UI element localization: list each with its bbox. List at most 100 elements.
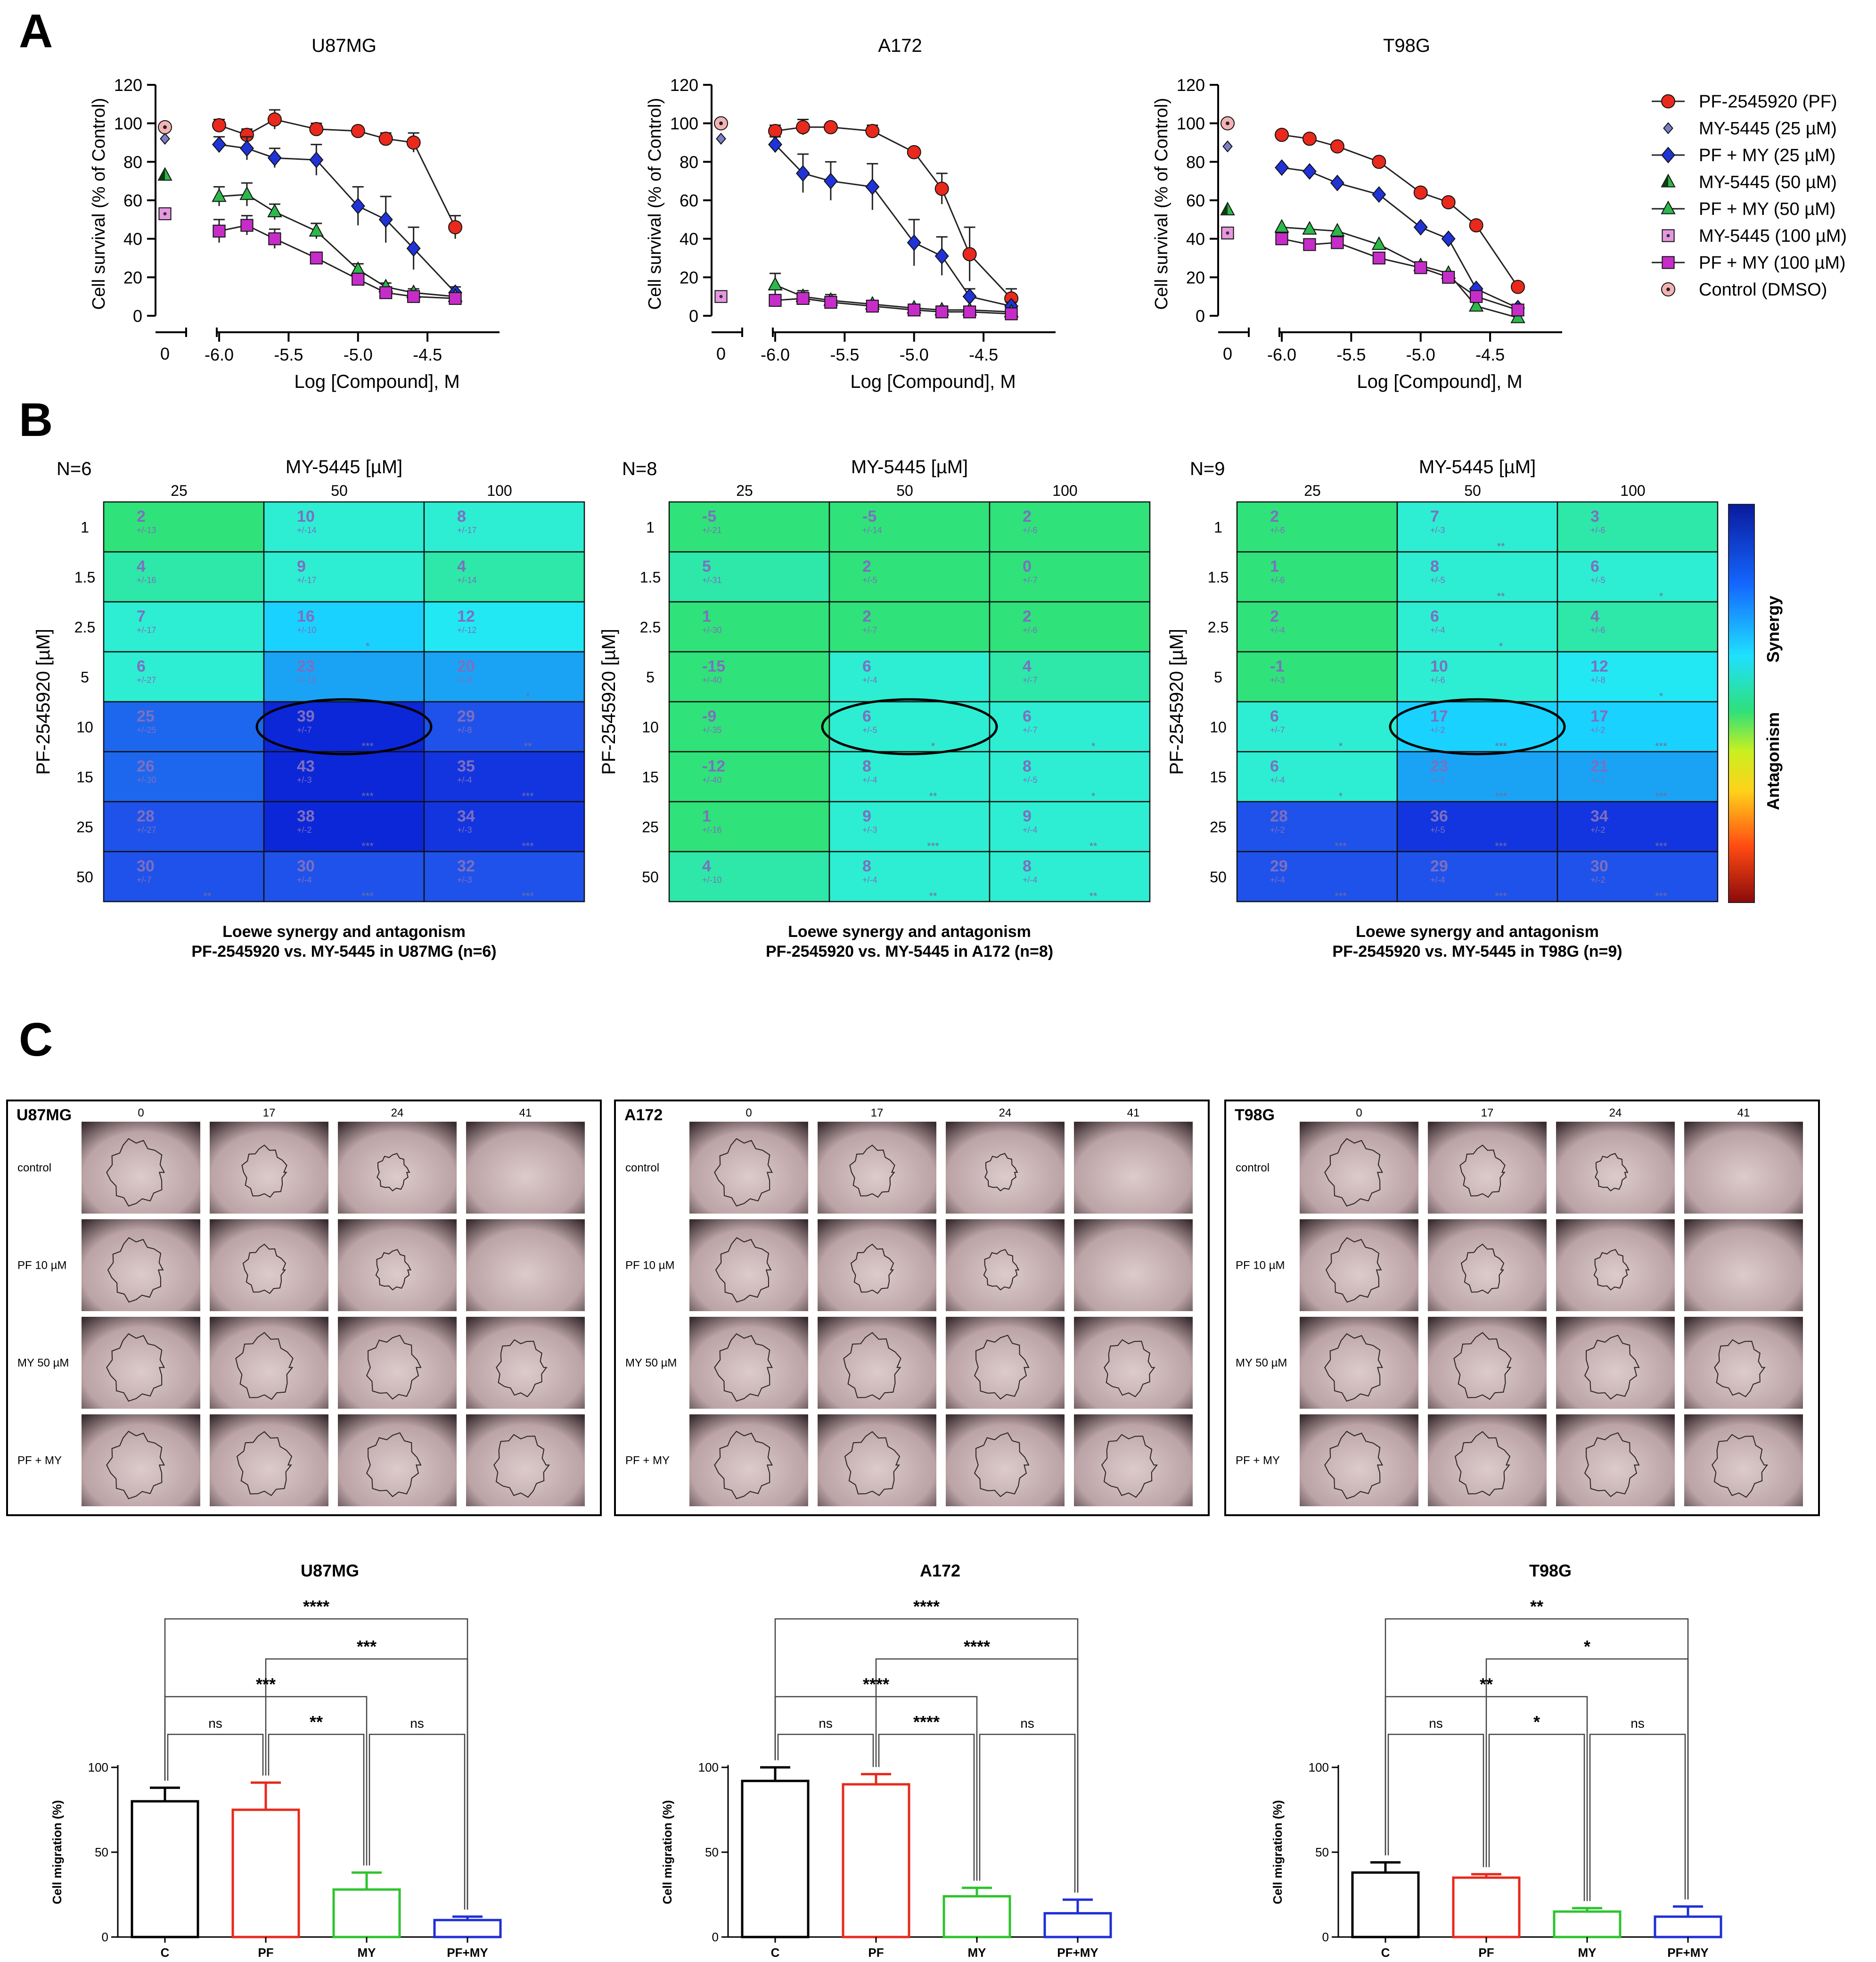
microscopy-image bbox=[1428, 1122, 1547, 1214]
cell-value: 25 bbox=[137, 707, 155, 725]
significance-bracket bbox=[774, 1618, 1079, 1893]
heatmap-x-title: MY-5445 [µM] bbox=[851, 457, 968, 477]
cell-error: +/-5 bbox=[862, 725, 877, 735]
column-label: 100 bbox=[1052, 482, 1077, 499]
migration-bars-u87mg: U87MG 0 50 100 Cell migration (%) C PF MY PF+MY *… bbox=[50, 1561, 502, 1960]
scratch-outline bbox=[850, 1243, 894, 1294]
significance-bracket bbox=[1384, 1618, 1689, 1900]
x-tick-label: PF+MY bbox=[1667, 1946, 1708, 1960]
y-tick-label: 80 bbox=[1186, 152, 1205, 172]
cell-error: +/-6 bbox=[1430, 675, 1445, 685]
bar bbox=[332, 1888, 401, 1938]
cell-value: 4 bbox=[457, 558, 466, 575]
data-point bbox=[213, 224, 226, 238]
timepoint-label: 41 bbox=[519, 1107, 532, 1119]
cell-value: 8 bbox=[862, 757, 871, 775]
significance-label: **** bbox=[964, 1637, 990, 1656]
cell-value: 36 bbox=[1430, 807, 1448, 825]
significance-label: ns bbox=[208, 1716, 222, 1731]
data-point bbox=[239, 140, 254, 157]
data-point bbox=[1330, 222, 1345, 237]
y-axis-label: Cell migration (%) bbox=[50, 1800, 64, 1904]
timepoint-label: 24 bbox=[999, 1107, 1012, 1119]
heatmap-caption-title: Loewe synergy and antagonism bbox=[222, 923, 466, 941]
scratch-outline bbox=[715, 1237, 772, 1303]
heatmap-cell bbox=[103, 851, 265, 903]
cell-significance: * bbox=[1339, 790, 1343, 802]
highlight-ellipse bbox=[1389, 698, 1566, 755]
x-tick-label: 0 bbox=[1223, 344, 1232, 363]
cell-value: 30 bbox=[1590, 857, 1608, 875]
data-point bbox=[1330, 139, 1344, 154]
heatmap-caption-title: Loewe synergy and antagonism bbox=[788, 923, 1031, 941]
cell-error: +/-16 bbox=[137, 575, 156, 585]
row-label: 5 bbox=[646, 669, 655, 686]
data-point bbox=[378, 211, 393, 228]
significance-label: ns bbox=[1020, 1716, 1034, 1731]
legend-label: MY-5445 (100 µM) bbox=[1699, 226, 1847, 246]
cell-error: +/-8 bbox=[1590, 675, 1606, 685]
heatmap-cell bbox=[423, 801, 585, 853]
significance-label: * bbox=[1584, 1637, 1590, 1656]
y-tick-label: 0 bbox=[133, 306, 142, 326]
synergy-colorbar: Synergy Antagonism bbox=[1728, 504, 1783, 903]
scratch-outline bbox=[106, 1138, 165, 1207]
cell-value: 32 bbox=[457, 857, 475, 875]
cell-value: 2 bbox=[862, 607, 871, 625]
heatmap-cell bbox=[1557, 601, 1719, 653]
cell-error: +/-40 bbox=[702, 675, 722, 685]
heatmap-cell bbox=[1396, 751, 1558, 803]
cell-value: 6 bbox=[1270, 707, 1279, 725]
data-point bbox=[934, 247, 949, 265]
cell-value: 7 bbox=[1430, 508, 1439, 525]
cell-significance: *** bbox=[1495, 790, 1507, 802]
cell-error: +/-13 bbox=[137, 525, 156, 535]
row-label: 10 bbox=[1210, 719, 1227, 736]
data-point bbox=[823, 172, 838, 189]
cell-error: +/-27 bbox=[137, 825, 156, 835]
cell-value: 2 bbox=[862, 558, 871, 575]
heatmap-cell bbox=[828, 551, 991, 603]
cell-value: 21 bbox=[1590, 757, 1608, 775]
cell-error: +/-35 bbox=[702, 725, 722, 735]
cell-error: +/-14 bbox=[297, 525, 317, 535]
column-label: 50 bbox=[331, 482, 348, 499]
condition-label: control bbox=[17, 1162, 51, 1174]
scratch-outline bbox=[974, 1432, 1030, 1497]
scratch-outline bbox=[377, 1153, 410, 1192]
y-tick-label: 20 bbox=[680, 268, 698, 287]
x-tick-label: -5.5 bbox=[830, 345, 859, 364]
heatmap-cell bbox=[103, 801, 265, 853]
scratch-outline bbox=[1324, 1138, 1384, 1207]
cell-error: +/-4 bbox=[1430, 625, 1445, 635]
cell-significance: * bbox=[1339, 740, 1343, 752]
cell-value: 10 bbox=[1430, 657, 1448, 675]
row-label: 1.5 bbox=[640, 569, 661, 586]
cell-value: 6 bbox=[1270, 757, 1279, 775]
significance-bracket bbox=[774, 1696, 978, 1881]
row-label: 5 bbox=[81, 669, 89, 686]
legend-label: PF + MY (50 µM) bbox=[1699, 199, 1835, 219]
y-tick-label: 20 bbox=[123, 268, 142, 287]
cell-error: +/-4 bbox=[1270, 875, 1285, 885]
data-point bbox=[908, 304, 921, 317]
heatmap-cell bbox=[1236, 801, 1398, 853]
y-tick-label: 120 bbox=[114, 75, 142, 95]
heatmap-cell bbox=[1557, 651, 1719, 703]
cell-error: +/-14 bbox=[457, 575, 477, 585]
cell-significance: * bbox=[366, 640, 370, 652]
cell-significance: ** bbox=[929, 890, 937, 902]
x-tick-label: -5.0 bbox=[1406, 345, 1435, 364]
significance-label: *** bbox=[256, 1675, 276, 1694]
data-point bbox=[1005, 307, 1018, 320]
row-label: 50 bbox=[1210, 869, 1227, 886]
heatmap-caption-subtitle: PF-2545920 vs. MY-5445 in A172 (n=8) bbox=[766, 943, 1053, 960]
legend-marker-half bbox=[1662, 174, 1668, 187]
data-point bbox=[824, 296, 837, 309]
y-tick-label: 20 bbox=[1186, 268, 1205, 287]
scratch-outline bbox=[236, 1431, 293, 1496]
cell-significance: *** bbox=[361, 790, 374, 802]
migration-bars-a172: A172 0 50 100 Cell migration (%) C PF MY PF+MY **… bbox=[660, 1561, 1112, 1960]
data-point bbox=[267, 149, 282, 166]
data-point bbox=[406, 135, 421, 150]
